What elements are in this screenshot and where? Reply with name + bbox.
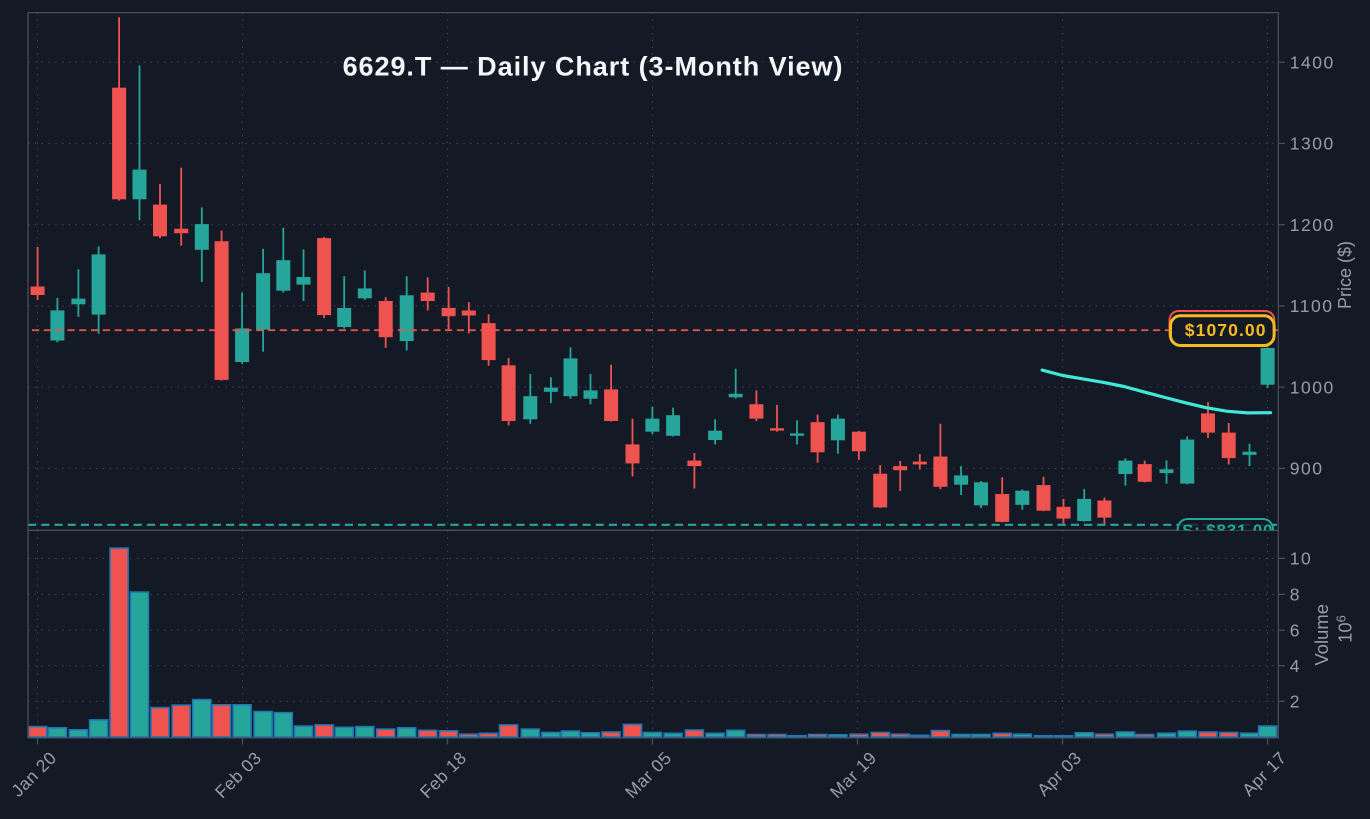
svg-text:Price ($): Price ($) xyxy=(1335,241,1355,309)
svg-text:S: $831.00: S: $831.00 xyxy=(1182,521,1273,540)
svg-text:Volume: Volume xyxy=(1311,604,1332,666)
svg-text:1100: 1100 xyxy=(1290,296,1334,316)
svg-text:6: 6 xyxy=(1290,620,1301,640)
svg-text:6629.T — Daily Chart (3-Month: 6629.T — Daily Chart (3-Month View) xyxy=(343,52,844,82)
svg-text:8: 8 xyxy=(1290,585,1301,605)
svg-text:900: 900 xyxy=(1290,459,1324,479)
svg-text:2: 2 xyxy=(1290,692,1301,712)
svg-text:10: 10 xyxy=(1290,549,1312,569)
svg-text:4: 4 xyxy=(1290,656,1301,676)
svg-text:1300: 1300 xyxy=(1290,134,1335,154)
svg-text:1200: 1200 xyxy=(1290,215,1335,235)
svg-text:1400: 1400 xyxy=(1290,52,1335,72)
svg-text:1000: 1000 xyxy=(1290,377,1335,397)
svg-text:$1070.00: $1070.00 xyxy=(1185,320,1267,340)
